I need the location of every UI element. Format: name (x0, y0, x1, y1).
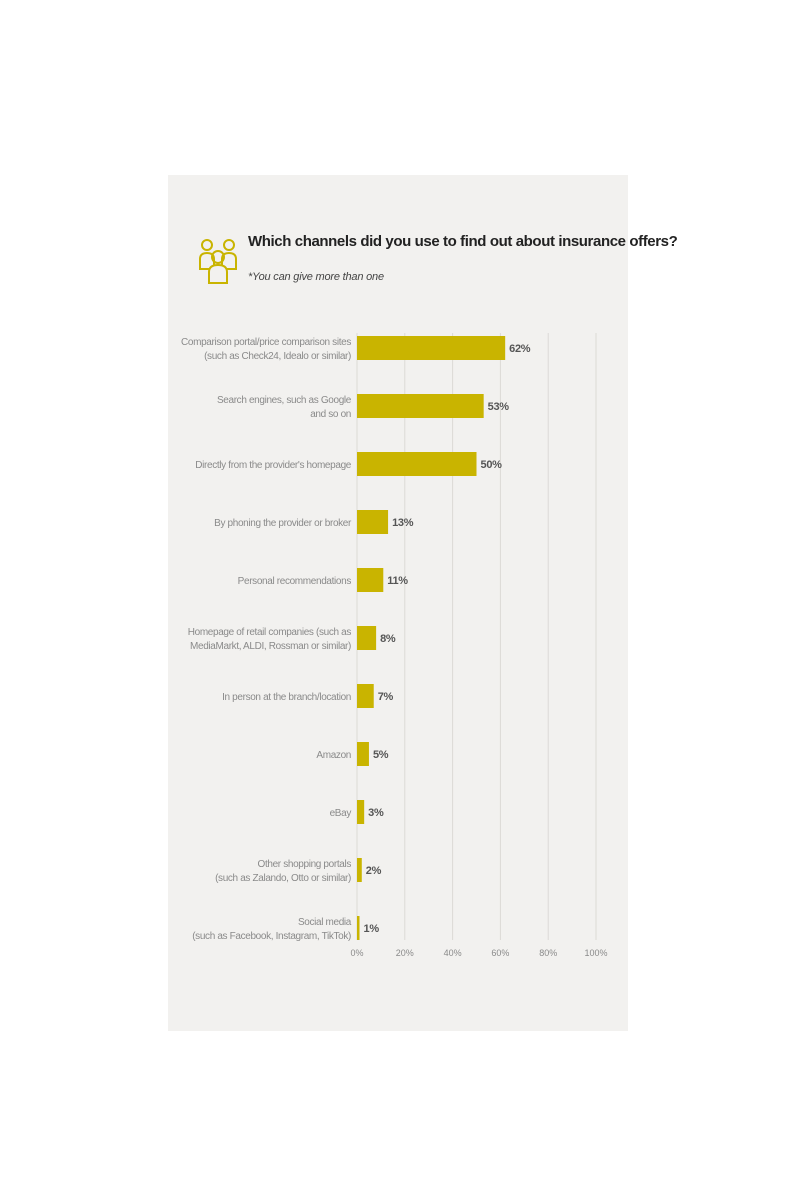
x-tick-label: 100% (584, 948, 607, 958)
value-label: 53% (488, 401, 510, 413)
category-label: Comparison portal/price comparison sites (181, 337, 351, 348)
bar (357, 626, 377, 650)
bar (357, 742, 369, 766)
bar (357, 568, 384, 592)
value-label: 5% (373, 749, 389, 761)
people-group-icon (199, 239, 237, 284)
category-label: (such as Zalando, Otto or similar) (215, 873, 351, 884)
category-label: Amazon (316, 750, 351, 761)
category-label: In person at the branch/location (222, 692, 351, 703)
x-tick-label: 0% (350, 948, 363, 958)
value-label: 1% (364, 923, 380, 935)
bar (357, 394, 484, 418)
category-label: Homepage of retail companies (such as (188, 627, 352, 638)
x-tick-label: 60% (491, 948, 509, 958)
category-label: Personal recommendations (238, 576, 352, 587)
value-label: 8% (380, 633, 396, 645)
x-tick-label: 20% (396, 948, 414, 958)
category-label: Social media (298, 917, 352, 928)
category-label: By phoning the provider or broker (214, 518, 352, 529)
category-label: Directly from the provider's homepage (195, 460, 351, 471)
x-tick-label: 80% (539, 948, 557, 958)
bar (357, 916, 360, 940)
value-label: 3% (368, 807, 384, 819)
bar (357, 336, 506, 360)
chart-title: Which channels did you use to find out a… (248, 233, 678, 250)
value-label: 11% (387, 575, 408, 587)
value-label: 2% (366, 865, 382, 877)
value-label: 62% (509, 343, 531, 355)
category-label: (such as Check24, Idealo or similar) (204, 351, 351, 362)
value-label: 7% (378, 691, 394, 703)
category-label: and so on (310, 409, 351, 420)
bar (357, 684, 374, 708)
category-label: Search engines, such as Google (217, 395, 352, 406)
value-label: 50% (481, 459, 503, 471)
category-label: (such as Facebook, Instagram, TikTok) (192, 931, 351, 942)
chart-card (168, 175, 628, 1031)
chart-subtitle: *You can give more than one (248, 271, 384, 283)
bar (357, 510, 389, 534)
bar (357, 800, 365, 824)
bar (357, 858, 362, 882)
x-tick-label: 40% (444, 948, 462, 958)
category-label: Other shopping portals (258, 859, 352, 870)
value-label: 13% (392, 517, 414, 529)
bar (357, 452, 477, 476)
category-label: eBay (330, 808, 352, 819)
category-label: MediaMarkt, ALDI, Rossman or similar) (190, 641, 351, 652)
